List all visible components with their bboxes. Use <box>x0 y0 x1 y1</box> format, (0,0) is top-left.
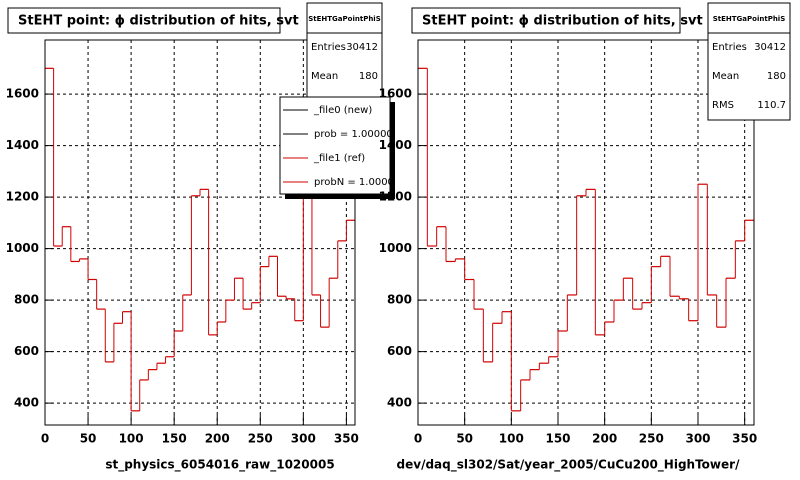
stats-name: StEHTGaPointPhiS <box>308 15 381 23</box>
chart-title: StEHT point: ϕ distribution of hits, svt <box>18 14 299 29</box>
stats-label: Entries <box>311 42 346 53</box>
plot-area <box>418 40 754 425</box>
y-tick-label: 1000 <box>6 241 39 255</box>
y-tick-label: 1600 <box>6 87 39 101</box>
y-tick-label: 400 <box>387 396 412 410</box>
y-tick-label: 400 <box>14 396 39 410</box>
y-tick-label: 1400 <box>6 138 39 152</box>
chart-title: StEHT point: ϕ distribution of hits, svt <box>422 14 703 29</box>
legend-label: _file0 (new) <box>313 105 372 116</box>
x-tick-label: 200 <box>592 432 617 446</box>
title-box <box>411 7 681 34</box>
x-tick-label: 300 <box>291 432 316 446</box>
x-tick-label: 200 <box>205 432 230 446</box>
legend: _file0 (new) prob = 1.000000 _file1 (ref) p… <box>283 105 400 188</box>
y-tick-label: 1000 <box>379 241 412 255</box>
legend-label: _file1 (ref) <box>313 153 365 164</box>
x-tick-label: 50 <box>80 432 97 446</box>
histogram <box>418 67 754 425</box>
stats-name: StEHTGaPointPhiS <box>713 15 786 23</box>
y-tick-label: 600 <box>14 344 39 358</box>
stats-label: RMS <box>712 100 734 111</box>
x-axis-title: st_physics_6054016_raw_1020005 <box>105 458 334 473</box>
stats-value: 180 <box>359 71 378 82</box>
x-tick-label: 350 <box>334 432 359 446</box>
legend-label: prob = 1.000000 <box>314 129 399 140</box>
stats-value: 30412 <box>346 42 378 53</box>
y-tick-label: 1200 <box>6 190 39 204</box>
x-tick-label: 350 <box>732 432 757 446</box>
y-tick-label: 1400 <box>379 138 412 152</box>
stats-value: 30412 <box>754 42 786 53</box>
x-tick-label: 0 <box>41 432 49 446</box>
y-tick-label: 800 <box>14 293 39 307</box>
y-tick-label: 600 <box>387 344 412 358</box>
stats-label: Entries <box>712 42 747 53</box>
histogram <box>45 67 355 425</box>
legend-label: probN = 1.00000 <box>314 177 400 188</box>
x-tick-label: 300 <box>685 432 710 446</box>
stats-value: 180 <box>767 71 786 82</box>
x-tick-label: 100 <box>119 432 144 446</box>
title-box <box>7 7 281 34</box>
x-tick-label: 250 <box>248 432 273 446</box>
x-tick-label: 150 <box>162 432 187 446</box>
x-axis-title: dev/daq_sl302/Sat/year_2005/CuCu200_High… <box>397 458 741 473</box>
y-tick-label: 800 <box>387 293 412 307</box>
frame <box>44 39 356 426</box>
x-tick-label: 50 <box>456 432 473 446</box>
frame <box>417 39 755 426</box>
stats-value: 110.7 <box>757 100 786 111</box>
stats-label: Mean <box>712 71 739 82</box>
x-tick-label: 250 <box>639 432 664 446</box>
x-tick-label: 0 <box>414 432 422 446</box>
legend-box <box>279 96 391 195</box>
stats-box <box>707 2 791 121</box>
y-tick-label: 1600 <box>379 87 412 101</box>
x-tick-label: 150 <box>545 432 570 446</box>
y-tick-label: 1200 <box>379 190 412 204</box>
stats-label: Mean <box>311 71 338 82</box>
x-tick-label: 100 <box>499 432 524 446</box>
